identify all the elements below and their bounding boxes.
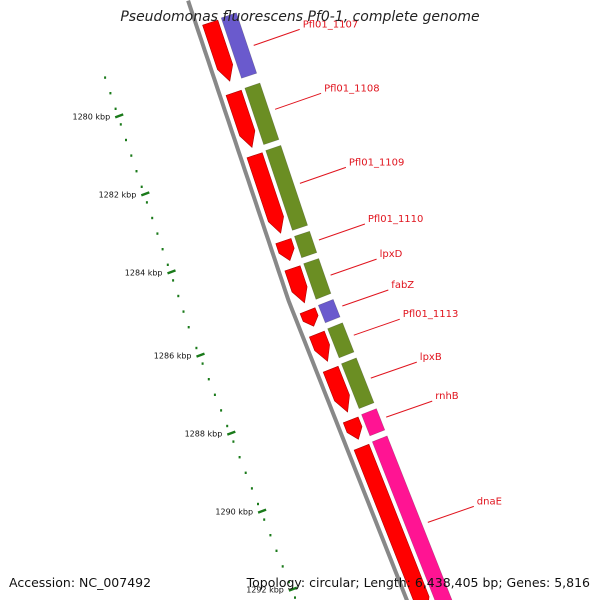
gene-label: Pfl01_1110 [368, 214, 424, 225]
minor-tick [182, 310, 185, 313]
cog-bar [294, 230, 318, 259]
strand-arrow [246, 152, 284, 234]
minor-tick [195, 346, 198, 350]
minor-tick [172, 279, 175, 282]
gene-label-leader [299, 166, 347, 184]
minor-tick [166, 263, 169, 266]
minor-tick [250, 487, 253, 490]
minor-tick [201, 362, 204, 365]
minor-tick [257, 502, 259, 506]
axis-ticks: 1280 kbp 1282 kbp 1284 kbp 1286 kbp 1288 kbp… [72, 76, 298, 599]
minor-tick [238, 456, 241, 459]
gene-label-leader [274, 92, 322, 110]
major-tick [114, 113, 124, 119]
minor-tick [287, 580, 290, 584]
gene-label-leader [330, 258, 377, 276]
major-tick [226, 430, 236, 436]
backbone-line [186, 0, 409, 602]
strand-arrow [202, 19, 234, 82]
major-tick [257, 508, 267, 514]
strand-arrow [353, 443, 430, 604]
gene-label: dnaE [477, 496, 502, 507]
gene-label-leader [370, 361, 417, 379]
minor-tick [151, 216, 154, 220]
gene-label: Pfl01_1109 [349, 157, 405, 168]
gene-label-leader [318, 223, 366, 241]
cog-bar [220, 12, 258, 79]
gene-labels: Pfl01_1107 Pfl01_1108 Pfl01_1109 Pfl01_1110… [253, 19, 502, 523]
cog-bar [341, 357, 375, 409]
cog-bar [327, 322, 355, 359]
accession-text: Accession: NC_007492 [9, 575, 152, 590]
minor-tick [244, 471, 247, 474]
tick-label: 1292 kbp [246, 586, 284, 595]
gene-label-leader [353, 318, 400, 336]
minor-tick [269, 534, 272, 537]
minor-tick [177, 294, 180, 298]
gene-label: Pfl01_1113 [403, 309, 459, 320]
gene-label: rnhB [435, 391, 459, 402]
minor-tick [281, 565, 284, 568]
minor-tick [294, 596, 296, 599]
minor-tick [187, 326, 190, 329]
major-tick [167, 269, 176, 275]
cog-bar [303, 258, 332, 300]
major-tick [196, 352, 205, 358]
backbone-highlight [190, 0, 411, 600]
minor-tick [263, 518, 266, 521]
cog-bar [361, 408, 386, 437]
gene-label-leader [253, 28, 300, 46]
tick-label: 1288 kbp [185, 430, 223, 439]
major-tick [140, 191, 150, 197]
cog-bar [371, 435, 454, 604]
strand-arrow [275, 238, 295, 261]
strand-arrow [322, 365, 350, 413]
gene-label-leader [342, 289, 389, 307]
minor-tick [119, 123, 122, 126]
topology-text: Topology: circular; Length: 6,438,405 bp… [246, 575, 590, 590]
tick-label: 1284 kbp [125, 268, 163, 277]
strand-arrow [299, 307, 319, 327]
gene-label-leader [386, 400, 433, 418]
minor-tick [125, 138, 127, 142]
tick-label: 1282 kbp [99, 190, 137, 199]
minor-tick [145, 201, 148, 204]
map-title: Pseudomonas fluorescens Pf0-1, complete … [120, 9, 480, 25]
gene-label: Pfl01_1107 [303, 19, 359, 30]
gene-label: fabZ [391, 280, 414, 291]
minor-tick [135, 170, 138, 173]
backbone [186, 0, 411, 602]
minor-tick [104, 76, 107, 79]
minor-tick [275, 549, 278, 552]
minor-tick [226, 424, 229, 428]
minor-tick [220, 409, 223, 412]
minor-tick [140, 185, 143, 188]
strand-arrow [225, 89, 256, 148]
gene-features [202, 12, 454, 604]
cog-bar [244, 82, 280, 145]
minor-tick [109, 92, 112, 95]
strand-arrow [284, 265, 308, 304]
gene-label: Pfl01_1108 [324, 83, 380, 94]
gene-label: lpxB [420, 352, 442, 363]
tick-label: 1280 kbp [72, 112, 110, 121]
gene-label-leader [427, 505, 474, 523]
minor-tick [114, 107, 117, 110]
gene-label: lpxD [380, 249, 403, 260]
tick-label: 1286 kbp [154, 352, 192, 361]
minor-tick [207, 378, 210, 381]
minor-tick [161, 248, 164, 251]
strand-arrow [309, 330, 330, 362]
minor-tick [232, 440, 235, 443]
strand-arrow [342, 416, 363, 440]
cog-bar [265, 145, 308, 231]
major-tick [288, 586, 298, 592]
minor-tick [130, 154, 133, 157]
tick-label: 1290 kbp [215, 508, 253, 517]
minor-tick [156, 232, 159, 235]
cog-bar [317, 299, 341, 324]
minor-tick [213, 393, 216, 396]
